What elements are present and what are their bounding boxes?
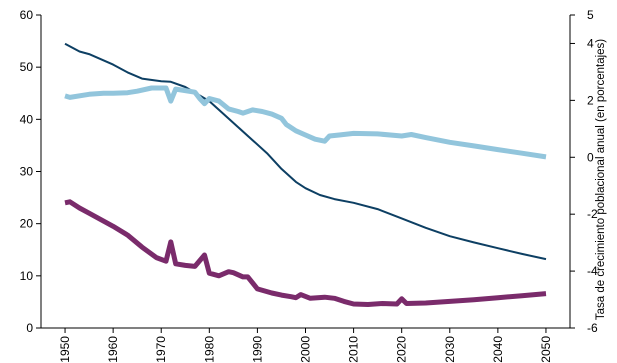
left-tick-label: 0 (26, 321, 33, 335)
right-tick-label: 0 (587, 150, 594, 164)
left-tick-label: 10 (20, 269, 34, 283)
right-axis-title: Tasa de crecimiento poblacional anual (e… (595, 39, 607, 320)
x-tick-label: 2030 (443, 336, 457, 363)
x-tick-label: 1970 (154, 336, 168, 363)
left-tick-label: 50 (20, 60, 34, 74)
left-tick-label: 40 (20, 112, 34, 126)
x-tick-label: 2000 (299, 336, 313, 363)
left-tick-label: 30 (20, 165, 34, 179)
right-tick-label: 4 (587, 36, 594, 50)
left-tick-label: 20 (20, 217, 34, 231)
series-line-1 (64, 42, 547, 261)
x-tick-label: 2040 (491, 336, 505, 363)
series-line-3 (64, 199, 547, 307)
right-tick-label: -4 (587, 264, 598, 278)
right-tick-label: 2 (587, 93, 594, 107)
right-tick-label: -6 (587, 321, 598, 335)
x-tick-label: 2010 (347, 336, 361, 363)
right-tick-label: -2 (587, 207, 598, 221)
series-lines (64, 42, 547, 307)
x-tick-label: 1960 (106, 336, 120, 363)
series-line-2 (64, 85, 547, 160)
x-tick-label: 2020 (395, 336, 409, 363)
left-tick-label: 60 (20, 8, 34, 22)
x-tick-label: 1950 (58, 336, 72, 363)
x-tick-label: 2050 (539, 336, 553, 363)
right-tick-label: 5 (587, 8, 594, 22)
x-tick-label: 1980 (202, 336, 216, 363)
x-tick-label: 1990 (250, 336, 264, 363)
